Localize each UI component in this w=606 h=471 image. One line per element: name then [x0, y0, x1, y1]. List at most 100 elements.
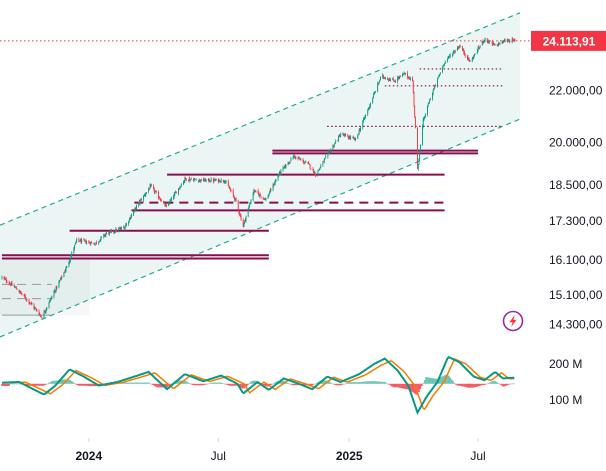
channel-lower-line[interactable] — [0, 118, 521, 338]
oscillator-bar — [389, 383, 392, 386]
candle-body — [466, 55, 468, 59]
candle-body — [218, 179, 220, 182]
candle-body — [509, 41, 511, 43]
candle-body — [68, 262, 70, 267]
candle-body — [395, 80, 396, 82]
candle-body — [432, 92, 433, 99]
candle-body — [389, 79, 391, 81]
oscillator-bar — [291, 383, 294, 386]
candle-body — [153, 188, 155, 192]
oscillator-bar — [489, 382, 491, 384]
oscillator-bar — [477, 383, 480, 387]
candle-body — [309, 164, 311, 169]
candle-body — [129, 218, 131, 220]
oscillator-bar — [270, 383, 272, 386]
candle-body — [215, 180, 216, 181]
oscillator-bar — [41, 383, 43, 386]
candle-body — [185, 177, 187, 179]
candle-body — [234, 197, 236, 200]
oscillator-bar — [317, 382, 319, 384]
oscillator-bar — [396, 383, 399, 388]
candle-body — [468, 57, 470, 60]
candle-body — [133, 209, 135, 212]
candle-body — [467, 57, 469, 59]
oscillator-bar — [129, 382, 131, 384]
candle-body — [249, 203, 251, 205]
oscillator-bar — [217, 382, 220, 384]
candle-body — [44, 311, 46, 312]
candle-body — [463, 49, 465, 53]
candle-body — [109, 230, 111, 232]
oscillator-bar — [211, 382, 214, 384]
candle-body — [244, 220, 246, 223]
channel-upper-line[interactable] — [0, 12, 521, 226]
candle-body — [327, 152, 329, 157]
oscillator-bar — [193, 383, 195, 386]
oscillator-bar — [51, 381, 53, 384]
candle-body — [237, 200, 239, 209]
oscillator-bar — [324, 380, 326, 384]
price-pane[interactable] — [0, 12, 530, 338]
candle-body — [417, 127, 418, 169]
candle-body — [16, 289, 18, 291]
candle-body — [502, 40, 504, 43]
oscillator-bar — [285, 382, 288, 384]
candle-body — [160, 199, 162, 201]
oscillator-bar — [328, 381, 331, 384]
oscillator-bar — [19, 383, 22, 385]
bolt-icon[interactable] — [502, 310, 524, 332]
candle-body — [190, 179, 192, 181]
oscillator-bar — [365, 381, 368, 384]
candle-body — [119, 228, 121, 230]
candle-body — [451, 54, 453, 56]
oscillator-pane[interactable] — [1, 355, 516, 416]
candle-body — [96, 242, 98, 244]
oscillator-tick-label: 200 M — [549, 357, 582, 371]
oscillator-bar — [191, 383, 194, 385]
candle-body — [292, 157, 294, 159]
candle-body — [413, 92, 415, 106]
candle-body — [75, 241, 77, 243]
candle-body — [328, 151, 330, 153]
candle-body — [469, 61, 471, 62]
candle-body — [134, 208, 136, 209]
oscillator-slow-line[interactable] — [2, 357, 515, 411]
candle-body — [118, 228, 120, 230]
oscillator-fast-line[interactable] — [1, 355, 515, 416]
oscillator-bar — [14, 383, 16, 385]
candle-body — [390, 79, 391, 82]
candle-body — [491, 41, 493, 45]
candle-body — [95, 242, 97, 244]
candle-body — [182, 181, 184, 185]
oscillator-bar — [157, 383, 160, 388]
oscillator-bar — [483, 383, 486, 386]
candle-body — [295, 156, 297, 159]
oscillator-bar — [383, 381, 386, 384]
oscillator-bar — [480, 383, 483, 386]
oscillator-bar — [499, 383, 501, 385]
oscillator-bar — [405, 383, 407, 390]
candle-body — [267, 196, 269, 199]
candle-body — [163, 201, 164, 203]
candle-body — [4, 278, 6, 279]
candle-body — [66, 266, 68, 269]
candle-body — [54, 290, 56, 292]
candle-body — [269, 193, 270, 194]
candle-body — [342, 134, 344, 135]
candle-body — [84, 240, 85, 241]
oscillator-bar — [80, 383, 83, 386]
oscillator-bar — [39, 383, 42, 386]
candle-body — [131, 214, 132, 218]
candle-body — [332, 145, 334, 150]
candle-body — [173, 197, 174, 199]
candle-body — [444, 63, 446, 65]
candle-body — [262, 196, 264, 198]
candle-body — [461, 46, 463, 51]
candle-body — [101, 236, 103, 238]
candle-body — [303, 160, 305, 163]
candle-body — [110, 230, 112, 232]
oscillator-bar — [302, 383, 305, 386]
candle-body — [310, 168, 312, 170]
oscillator-bar — [89, 383, 92, 387]
oscillator-bar — [134, 382, 137, 384]
